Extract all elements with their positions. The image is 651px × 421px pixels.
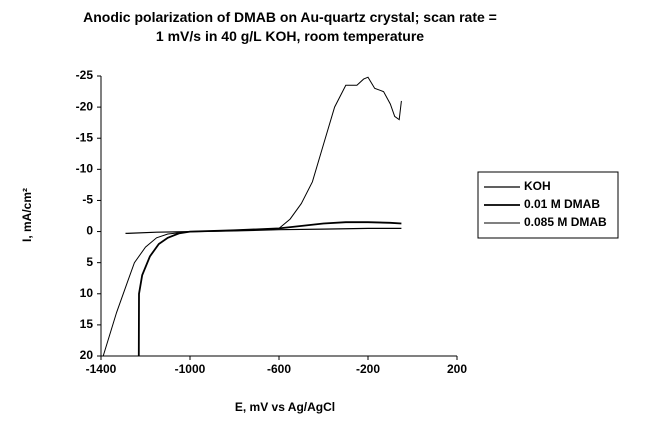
line-series — [137, 221, 402, 357]
y-tick-label: 10 — [80, 286, 94, 300]
y-tick-label: 0 — [86, 224, 93, 238]
y-tick-label: -15 — [76, 130, 94, 144]
x-tick-label: -1000 — [175, 362, 206, 376]
x-tick-label: -1400 — [86, 362, 117, 376]
x-tick-label: -600 — [267, 362, 291, 376]
chart-title: Anodic polarization of DMAB on Au-quartz… — [83, 9, 497, 44]
y-tick-label: -20 — [76, 99, 94, 113]
legend-label: 0.085 M DMAB — [524, 215, 607, 229]
legend-box — [477, 171, 619, 239]
line-series — [125, 227, 402, 234]
y-tick-label: 20 — [80, 348, 94, 362]
x-tick-label: 200 — [447, 362, 467, 376]
y-tick-label: -25 — [76, 68, 94, 82]
y-tick-label: -5 — [82, 193, 93, 207]
y-tick-label: 5 — [86, 255, 93, 269]
x-axis-label: E, mV vs Ag/AgCl — [235, 400, 335, 414]
line-series — [102, 76, 402, 357]
y-axis-label: I, mA/cm² — [20, 188, 34, 242]
x-tick-label: -200 — [356, 362, 380, 376]
legend-label: 0.01 M DMAB — [524, 197, 600, 211]
legend-label: KOH — [524, 179, 551, 193]
y-tick-label: 15 — [80, 317, 94, 331]
y-tick-label: -10 — [76, 162, 94, 176]
